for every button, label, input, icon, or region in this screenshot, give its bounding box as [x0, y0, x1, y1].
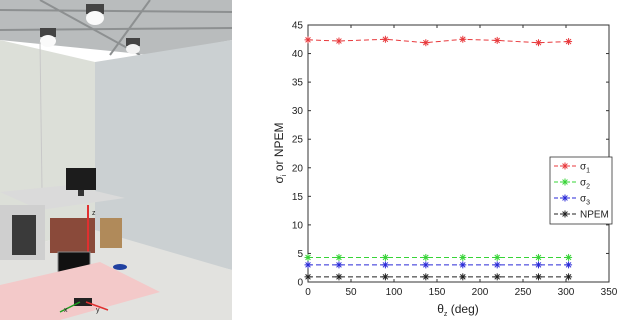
y-tick-label: 20: [292, 163, 304, 174]
legend-label: NPEM: [580, 210, 609, 221]
y-tick-label: 25: [292, 135, 304, 146]
data-point-marker: [304, 253, 312, 261]
x-tick-label: 50: [345, 287, 357, 298]
data-point-marker: [565, 261, 573, 269]
y-tick-label: 10: [292, 220, 304, 231]
x-tick-label: 0: [305, 287, 311, 298]
ceiling-lamp-icon: [126, 38, 140, 54]
lab-room-illustration: x y z: [0, 0, 232, 320]
y-axis-title: σi or NPEM: [272, 123, 288, 184]
ceiling-lamp-icon: [86, 4, 104, 25]
data-point-marker: [534, 261, 542, 269]
data-point-marker: [534, 273, 542, 281]
x-tick-label: 200: [472, 287, 489, 298]
data-point-marker: [381, 273, 389, 281]
y-tick-label: 0: [297, 278, 303, 289]
data-point-marker: [335, 253, 343, 261]
data-point-marker: [565, 38, 573, 46]
data-point-marker: [459, 273, 467, 281]
y-tick-label: 30: [292, 106, 304, 117]
data-point-marker: [459, 261, 467, 269]
data-point-marker: [493, 261, 501, 269]
data-point-marker: [493, 253, 501, 261]
y-tick-label: 5: [297, 249, 303, 260]
data-point-marker: [565, 253, 573, 261]
x-tick-label: 300: [558, 287, 575, 298]
data-point-marker: [459, 253, 467, 261]
data-point-marker: [304, 36, 312, 44]
data-point-marker: [381, 253, 389, 261]
data-point-marker: [381, 35, 389, 43]
data-point-marker: [422, 253, 430, 261]
data-point-marker: [422, 261, 430, 269]
legend-item: σ2: [554, 178, 590, 191]
y-tick-label: 45: [292, 21, 304, 32]
x-tick-label: 100: [386, 287, 403, 298]
data-point-marker: [304, 261, 312, 269]
lab-room-photo: x y z: [0, 0, 232, 320]
legend-item: σ1: [554, 162, 590, 175]
data-point-marker: [493, 36, 501, 44]
plot-area: [307, 24, 610, 283]
data-point-marker: [381, 261, 389, 269]
data-point-marker: [335, 261, 343, 269]
x-tick-label: 350: [601, 287, 618, 298]
y-tick-label: 40: [292, 49, 304, 60]
data-point-marker: [534, 39, 542, 47]
data-point-marker: [565, 273, 573, 281]
photo-axis-label-z: z: [92, 210, 96, 217]
series-line-1: [307, 38, 569, 44]
data-point-marker: [422, 39, 430, 47]
y-tick-label: 15: [292, 192, 304, 203]
ceiling-lamp-icon: [40, 28, 56, 47]
data-point-marker: [422, 273, 430, 281]
legend: σ1 σ2 σ3 NPEM: [549, 156, 613, 225]
legend-label: σ3: [580, 194, 590, 207]
legend-item: NPEM: [554, 210, 609, 221]
x-axis-title: θz (deg): [437, 302, 479, 318]
data-point-marker: [335, 273, 343, 281]
data-point-marker: [459, 35, 467, 43]
legend-label: σ2: [580, 178, 590, 191]
x-tick-label: 150: [429, 287, 446, 298]
legend-label: σ1: [580, 162, 590, 175]
y-tick-label: 35: [292, 78, 304, 89]
photo-axis-label-x: x: [64, 307, 68, 314]
photo-axis-label-y: y: [96, 307, 100, 314]
x-tick-label: 250: [515, 287, 532, 298]
data-point-marker: [493, 273, 501, 281]
data-point-marker: [335, 37, 343, 45]
legend-item: σ3: [554, 194, 590, 207]
data-point-marker: [534, 253, 542, 261]
data-point-marker: [304, 273, 312, 281]
monitor-icon: [66, 168, 96, 196]
